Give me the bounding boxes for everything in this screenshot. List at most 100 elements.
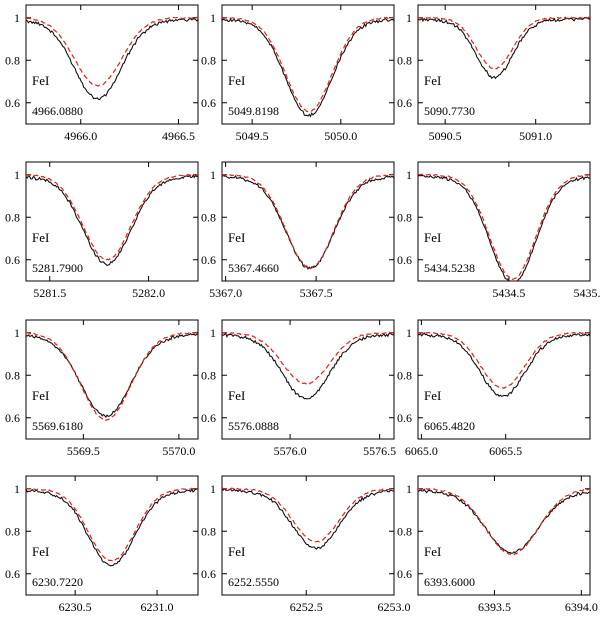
x-tick-label: 5434.5 [492, 286, 525, 300]
line-wavelength-label: 5090.7730 [424, 104, 475, 118]
y-tick-label: 0.6 [5, 567, 20, 581]
y-tick-label: 1 [14, 326, 20, 340]
observed-spectrum-line [418, 332, 590, 398]
model-spectrum-line [222, 487, 394, 543]
panel-frame [221, 475, 395, 596]
x-tick-label: 5091.0 [519, 129, 552, 143]
y-tick-label: 0.6 [201, 567, 216, 581]
model-spectrum-line [418, 16, 590, 70]
x-tick-label: 5367.5 [300, 286, 333, 300]
line-wavelength-label: 5049.8198 [228, 104, 279, 118]
panel-6252.5550: 1 0.8 0.6 6252.5 6253.0 FeI 6252.5550 [201, 475, 411, 614]
y-tick-label: 0.8 [201, 524, 216, 538]
y-tick-label: 0.8 [5, 368, 20, 382]
element-label: FeI [32, 388, 49, 403]
element-label: FeI [32, 73, 49, 88]
panel-frame [417, 319, 591, 440]
line-wavelength-label: 6230.7220 [32, 575, 83, 589]
observed-spectrum-line [418, 16, 590, 80]
panel-5367.4660: 1 0.8 0.6 5367.0 5367.5 FeI 5367.4660 [201, 161, 395, 300]
y-tick-label: 0.8 [201, 368, 216, 382]
observed-spectrum-line [26, 18, 198, 101]
y-tick-label: 1 [14, 168, 20, 182]
x-tick-label: 5049.5 [236, 129, 269, 143]
model-spectrum-line [26, 16, 198, 87]
panel-frame [221, 4, 395, 125]
x-tick-label: 4966.0 [64, 129, 97, 143]
model-spectrum-line [222, 331, 394, 385]
element-label: FeI [32, 230, 49, 245]
element-label: FeI [424, 544, 441, 559]
x-tick-label: 5282.0 [132, 286, 165, 300]
observed-spectrum-line [418, 488, 590, 554]
x-tick-label: 6252.5 [290, 600, 323, 614]
y-tick-label: 0.6 [201, 411, 216, 425]
panel-frame [221, 161, 395, 282]
x-tick-label: 6253.0 [378, 600, 411, 614]
y-tick-label: 0.8 [201, 210, 216, 224]
x-tick-label: 6065.5 [489, 444, 522, 458]
x-tick-label: 5367.0 [209, 286, 242, 300]
panel-5576.0888: 1 0.8 0.6 5576.0 5576.5 FeI 5576.0888 [201, 319, 396, 458]
panel-5090.7730: 1 0.8 0.6 5090.5 5091.0 FeI 5090.7730 [397, 4, 591, 143]
panel-frame [417, 4, 591, 125]
y-tick-label: 1 [406, 482, 412, 496]
panel-frame [25, 319, 199, 440]
x-tick-label: 5090.5 [429, 129, 462, 143]
panel-5569.6180: 1 0.8 0.6 5569.5 5570.0 FeI 5569.6180 [5, 319, 199, 458]
x-tick-label: 5050.0 [324, 129, 357, 143]
model-spectrum-line [418, 488, 590, 556]
panel-frame [25, 161, 199, 282]
y-tick-label: 0.8 [397, 368, 412, 382]
x-tick-label: 6230.5 [59, 600, 92, 614]
observed-spectrum-line [26, 174, 198, 267]
observed-spectrum-line [222, 332, 394, 400]
element-label: FeI [228, 73, 245, 88]
observed-spectrum-line [26, 487, 198, 567]
y-tick-label: 0.8 [397, 524, 412, 538]
panel-5281.7900: 1 0.8 0.6 5281.5 5282.0 FeI 5281.7900 [5, 161, 199, 300]
line-wavelength-label: 5576.0888 [228, 419, 279, 433]
panel-6230.7220: 1 0.8 0.6 6230.5 6231.0 FeI 6230.7220 [5, 475, 199, 614]
y-tick-label: 0.6 [201, 253, 216, 267]
line-wavelength-label: 5434.5238 [424, 261, 475, 275]
y-tick-label: 0.8 [5, 524, 20, 538]
y-tick-label: 1 [210, 11, 216, 25]
x-tick-label: 5576.5 [363, 444, 396, 458]
observed-spectrum-line [222, 17, 394, 118]
element-label: FeI [424, 73, 441, 88]
model-spectrum-line [26, 331, 198, 422]
element-label: FeI [228, 388, 245, 403]
model-spectrum-line [26, 487, 198, 563]
y-tick-label: 0.8 [5, 53, 20, 67]
observed-spectrum-line [418, 174, 590, 281]
element-label: FeI [424, 230, 441, 245]
observed-spectrum-line [222, 487, 394, 550]
y-tick-label: 1 [406, 326, 412, 340]
y-tick-label: 1 [210, 168, 216, 182]
panel-5434.5238: 1 0.8 0.6 5434.5 5435.0 FeI 5434.5238 [397, 161, 600, 300]
observed-spectrum-line [26, 332, 198, 419]
x-tick-label: 5435.0 [574, 286, 600, 300]
panel-frame [417, 475, 591, 596]
model-spectrum-line [222, 16, 394, 113]
y-tick-label: 1 [406, 11, 412, 25]
x-tick-label: 5281.5 [33, 286, 66, 300]
line-wavelength-label: 6065.4820 [424, 419, 475, 433]
x-tick-label: 6231.0 [141, 600, 174, 614]
x-tick-label: 5570.0 [162, 444, 195, 458]
panel-4966.0880: 1 0.8 0.6 4966.0 4966.5 FeI 4966.0880 [5, 4, 199, 143]
line-wavelength-label: 6393.6000 [424, 575, 475, 589]
line-wavelength-label: 5367.4660 [228, 261, 279, 275]
y-tick-label: 0.8 [201, 53, 216, 67]
panel-6065.4820: 1 0.8 0.6 6065.0 6065.5 FeI 6065.4820 [397, 319, 591, 458]
line-wavelength-label: 4966.0880 [32, 104, 83, 118]
y-tick-label: 0.8 [397, 210, 412, 224]
y-tick-label: 1 [210, 482, 216, 496]
y-tick-label: 0.8 [397, 53, 412, 67]
y-tick-label: 0.6 [397, 411, 412, 425]
line-wavelength-label: 6252.5550 [228, 575, 279, 589]
panel-frame [417, 161, 591, 282]
element-label: FeI [424, 388, 441, 403]
y-tick-label: 0.8 [5, 210, 20, 224]
